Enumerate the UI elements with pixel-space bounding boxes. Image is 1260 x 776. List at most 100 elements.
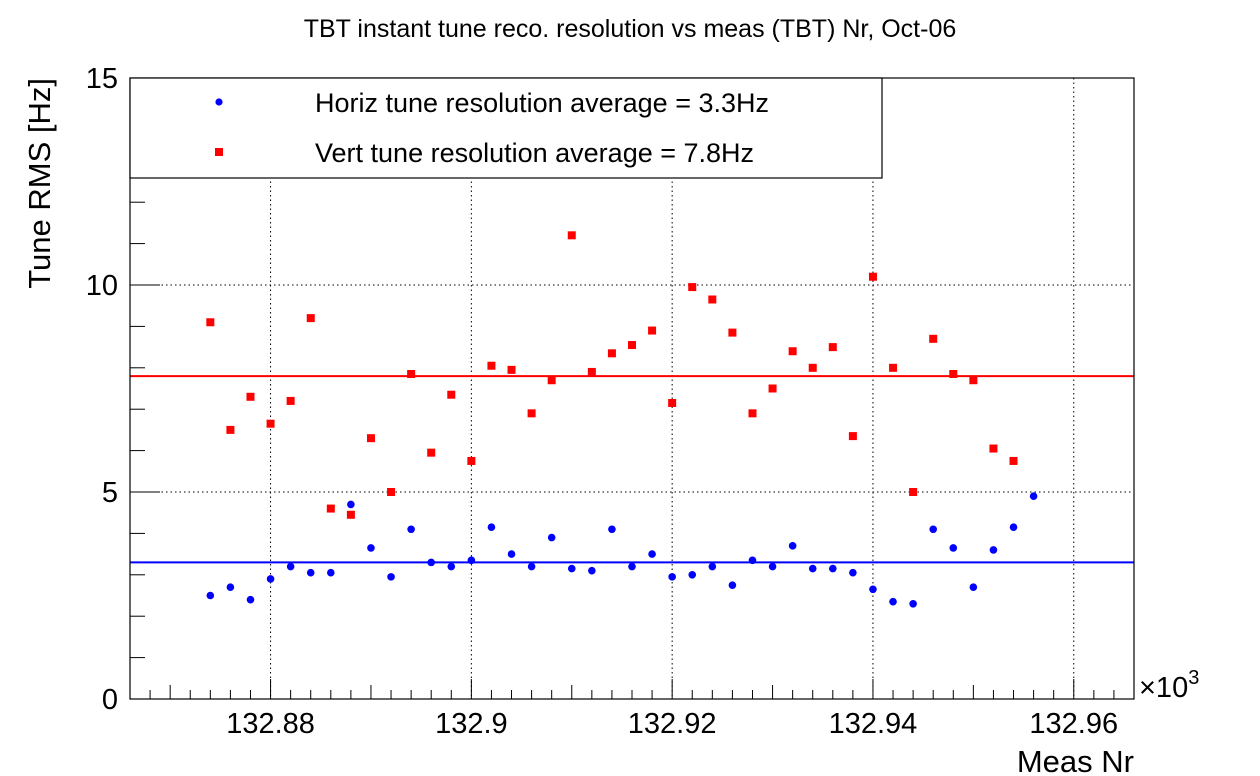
point-horiz (407, 525, 415, 534)
point-vert (949, 370, 958, 379)
point-vert (366, 434, 375, 443)
legend-marker-horiz (215, 98, 223, 106)
point-horiz (969, 583, 978, 592)
x-multiplier: ×103 (1139, 667, 1199, 704)
point-horiz (608, 525, 616, 534)
point-vert (728, 328, 737, 337)
data-points (206, 231, 1038, 608)
point-horiz (1009, 523, 1018, 531)
point-horiz (788, 542, 797, 550)
point-vert (427, 448, 436, 457)
point-vert (688, 283, 697, 292)
x-tick-label: 132.96 (1029, 708, 1118, 740)
point-horiz (849, 568, 857, 577)
point-vert (828, 343, 837, 352)
point-horiz (768, 562, 777, 571)
point-horiz (989, 546, 998, 554)
point-horiz (567, 564, 576, 573)
point-vert (467, 456, 476, 465)
point-vert (206, 318, 215, 327)
point-vert (648, 326, 657, 335)
legend-marker-vert (215, 148, 223, 156)
legend-box (129, 77, 883, 179)
point-horiz (1029, 492, 1038, 500)
point-vert (286, 396, 295, 405)
point-vert (607, 349, 616, 358)
y-tick-label: 5 (102, 477, 118, 509)
point-horiz (226, 583, 235, 592)
point-vert (708, 295, 717, 304)
point-horiz (347, 500, 355, 509)
point-horiz (306, 568, 315, 577)
point-horiz (266, 575, 275, 583)
point-vert (1009, 456, 1018, 465)
point-horiz (507, 550, 516, 558)
point-vert (628, 341, 636, 350)
point-vert (969, 376, 978, 385)
point-vert (547, 376, 556, 385)
point-vert (567, 231, 576, 240)
x-tick-label: 132.9 (435, 708, 508, 740)
point-vert (387, 488, 396, 496)
x-axis-title: Meas Nr (1017, 744, 1134, 776)
point-horiz (527, 562, 536, 571)
point-vert (487, 361, 496, 370)
point-vert (326, 504, 335, 513)
point-horiz (708, 562, 717, 571)
point-horiz (909, 599, 917, 608)
point-horiz (949, 544, 958, 552)
point-horiz (889, 597, 897, 606)
average-lines (130, 375, 1134, 564)
point-vert (507, 365, 516, 374)
point-vert (266, 419, 275, 428)
point-horiz (427, 558, 436, 567)
point-horiz (387, 573, 395, 581)
point-vert (447, 390, 456, 399)
point-vert (868, 272, 877, 281)
x-multiplier-exponent: 3 (1188, 667, 1199, 689)
x-tick-label: 132.94 (829, 708, 918, 740)
point-vert (668, 398, 677, 407)
y-tick-label: 10 (86, 270, 118, 302)
y-axis-title: Tune RMS [Hz] (22, 78, 57, 289)
point-vert (246, 392, 255, 401)
point-vert (909, 488, 918, 496)
point-vert (768, 384, 777, 393)
chart-title: TBT instant tune reco. resolution vs mea… (304, 15, 957, 43)
point-vert (989, 444, 998, 453)
point-horiz (929, 525, 937, 534)
point-horiz (547, 533, 556, 542)
point-horiz (648, 550, 656, 558)
point-vert (788, 347, 797, 356)
legend-label-vert: Vert tune resolution average = 7.8Hz (315, 138, 754, 168)
point-vert (748, 409, 757, 418)
point-vert (848, 432, 857, 441)
legend: Horiz tune resolution average = 3.3Hz Ve… (129, 77, 883, 179)
point-vert (226, 425, 235, 434)
point-vert (889, 363, 898, 372)
point-horiz (748, 556, 757, 565)
point-horiz (869, 585, 877, 594)
point-vert (587, 367, 596, 376)
point-vert (929, 334, 938, 343)
x-tick-label: 132.88 (226, 708, 315, 740)
y-tick-label: 0 (102, 684, 118, 716)
point-horiz (206, 591, 215, 600)
point-vert (527, 409, 536, 418)
x-tick-label: 132.92 (628, 708, 717, 740)
point-horiz (688, 571, 697, 579)
point-horiz (467, 556, 476, 565)
point-vert (407, 370, 416, 379)
point-horiz (829, 564, 837, 573)
point-vert (306, 314, 315, 323)
point-horiz (286, 562, 295, 571)
point-horiz (367, 544, 375, 552)
x-multiplier-base: ×10 (1139, 672, 1188, 704)
point-horiz (728, 581, 737, 589)
point-horiz (588, 566, 596, 575)
point-horiz (628, 562, 636, 571)
point-horiz (808, 564, 817, 573)
grid (130, 78, 1134, 699)
point-vert (346, 510, 355, 519)
